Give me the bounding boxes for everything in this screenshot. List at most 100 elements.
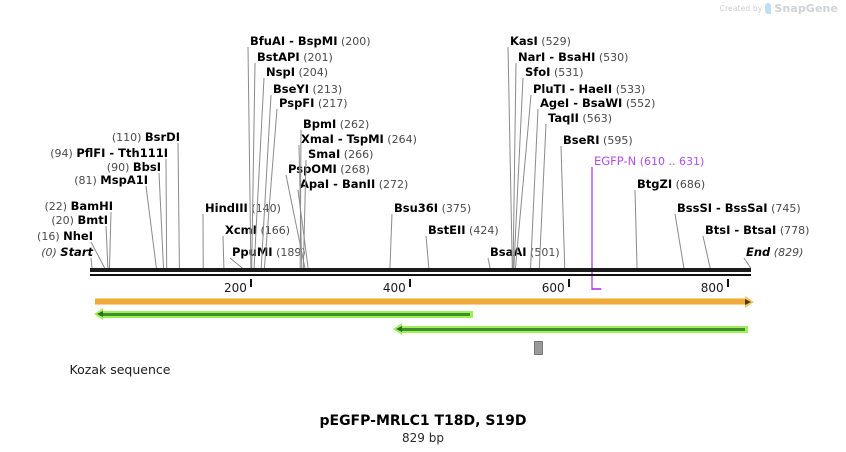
site-name: BtgZI bbox=[637, 177, 673, 191]
leader-line bbox=[251, 62, 256, 269]
site-label-pspfi[interactable]: PspFI (217) bbox=[279, 97, 348, 110]
site-label-xcmi[interactable]: XcmI (166) bbox=[225, 224, 290, 237]
site-name: XmaI - TspMI bbox=[301, 132, 384, 146]
primer-track-2-arrowhead bbox=[393, 323, 402, 335]
feature-range: (610 .. 631) bbox=[636, 155, 705, 168]
site-label-btsi[interactable]: BtsI - BtsaI (778) bbox=[705, 224, 809, 237]
sequence-backbone-shadow bbox=[90, 274, 751, 276]
site-position: (829) bbox=[770, 246, 804, 259]
site-label-apai[interactable]: ApaI - BanII (272) bbox=[300, 178, 408, 191]
site-label-nspi[interactable]: NspI (204) bbox=[266, 66, 328, 79]
site-position: (375) bbox=[438, 202, 472, 215]
leader-line bbox=[425, 235, 430, 269]
site-label-taqii[interactable]: TaqII (563) bbox=[548, 112, 612, 125]
site-position: (94) bbox=[50, 147, 77, 160]
site-position: (745) bbox=[767, 202, 801, 215]
site-position: (0) bbox=[41, 246, 61, 259]
site-label-nari[interactable]: NarI - BsaHI (530) bbox=[518, 51, 628, 64]
site-name: BamHI bbox=[70, 199, 113, 213]
site-label-hindiii[interactable]: HindIII (140) bbox=[205, 202, 281, 215]
site-label-agei[interactable]: AgeI - BsaWI (552) bbox=[540, 97, 655, 110]
site-label-btgzi[interactable]: BtgZI (686) bbox=[637, 178, 705, 191]
site-label-bsaai[interactable]: BsaAI (501) bbox=[490, 246, 560, 259]
site-label-bseyi[interactable]: BseYI (213) bbox=[273, 83, 342, 96]
site-label-bsrdi[interactable]: (110) BsrDI bbox=[0, 131, 180, 144]
snapgene-watermark: Created by SnapGene bbox=[720, 2, 838, 15]
site-position: (552) bbox=[622, 97, 656, 110]
site-name: PluTI - HaeII bbox=[533, 82, 613, 96]
leader-line bbox=[177, 142, 180, 269]
site-name: BstAPI bbox=[257, 50, 300, 64]
site-label-bseri[interactable]: BseRI (595) bbox=[563, 134, 633, 147]
leader-line bbox=[108, 211, 112, 269]
site-position: (110) bbox=[111, 131, 145, 144]
site-name: Bsu36I bbox=[394, 201, 439, 215]
ruler-tick-label: 800 bbox=[700, 281, 724, 295]
site-position: (16) bbox=[37, 230, 64, 243]
site-label-mspa1i[interactable]: (81) MspA1I bbox=[0, 174, 148, 187]
site-label-ppumi[interactable]: PpuMI (189) bbox=[232, 246, 306, 259]
site-position: (166) bbox=[256, 224, 291, 237]
site-position: (217) bbox=[314, 97, 348, 110]
primer-track-1-arrowhead bbox=[94, 308, 103, 320]
site-position: (272) bbox=[375, 178, 409, 191]
ruler-tick-label: 200 bbox=[223, 281, 247, 295]
leader-line bbox=[530, 108, 539, 269]
feature-name: EGFP-N bbox=[594, 154, 637, 168]
kozak-sequence-marker[interactable] bbox=[534, 341, 543, 355]
leader-line bbox=[743, 257, 752, 269]
sequence-backbone bbox=[90, 268, 751, 272]
site-position: (268) bbox=[336, 163, 370, 176]
leader-line bbox=[105, 225, 109, 269]
site-label-pluti[interactable]: PluTI - HaeII (533) bbox=[533, 83, 645, 96]
site-label-kasi[interactable]: KasI (529) bbox=[510, 35, 571, 48]
site-name: BfuAI - BspMI bbox=[250, 34, 338, 48]
leader-line bbox=[165, 158, 168, 269]
site-name: KasI bbox=[510, 34, 538, 48]
kozak-sequence-label: Kozak sequence bbox=[69, 362, 171, 377]
site-position: (201) bbox=[299, 51, 333, 64]
feature-label-egfp-n[interactable]: EGFP-N (610 .. 631) bbox=[594, 155, 704, 168]
leader-line bbox=[158, 172, 165, 269]
site-label-smai[interactable]: SmaI (266) bbox=[308, 148, 373, 161]
site-name: HindIII bbox=[205, 201, 248, 215]
watermark-brand-label: SnapGene bbox=[774, 2, 838, 15]
ruler-tick bbox=[567, 279, 570, 287]
leader-line bbox=[702, 235, 711, 269]
site-position: (140) bbox=[247, 202, 281, 215]
site-label-bamhi[interactable]: (22) BamHI bbox=[0, 199, 114, 213]
site-label-bfuai[interactable]: BfuAI - BspMI (200) bbox=[250, 35, 371, 48]
site-label-bsssi[interactable]: BssSI - BssSaI (745) bbox=[677, 202, 801, 215]
site-label-sfoi[interactable]: SfoI (531) bbox=[525, 66, 584, 79]
site-position: (686) bbox=[672, 178, 706, 191]
site-name: PspFI bbox=[279, 96, 315, 110]
leader-line bbox=[389, 213, 393, 269]
site-name: BsaAI bbox=[490, 245, 527, 259]
site-name: ApaI - BanII bbox=[300, 177, 376, 191]
site-name: XcmI bbox=[225, 223, 257, 237]
site-label-end[interactable]: End (829) bbox=[746, 246, 803, 259]
site-label-bmti[interactable]: (20) BmtI bbox=[0, 214, 108, 227]
site-label-bbsi[interactable]: (90) BbsI bbox=[0, 161, 161, 174]
site-label-bpmi[interactable]: BpmI (262) bbox=[303, 118, 369, 131]
site-label-xmai[interactable]: XmaI - TspMI (264) bbox=[301, 133, 417, 146]
leader-line bbox=[145, 185, 157, 269]
site-label-start[interactable]: (0) Start bbox=[0, 246, 93, 259]
leader-line bbox=[260, 94, 272, 269]
site-name: BssSI - BssSaI bbox=[677, 201, 768, 215]
site-name: BseYI bbox=[273, 82, 310, 96]
site-label-nhei[interactable]: (16) NheI bbox=[0, 230, 93, 243]
ruler-tick bbox=[249, 279, 252, 287]
map-subtitle: 829 bp bbox=[402, 431, 444, 445]
site-label-bsteii[interactable]: BstEII (424) bbox=[428, 224, 499, 237]
map-title: pEGFP-MRLC1 T18D, S19D bbox=[319, 413, 527, 429]
site-label-pspomi[interactable]: PspOMI (268) bbox=[288, 163, 370, 176]
site-label-bstapi[interactable]: BstAPI (201) bbox=[257, 51, 333, 64]
primer-track-1-bar bbox=[103, 311, 473, 318]
site-position: (200) bbox=[337, 35, 371, 48]
site-label-bsu36i[interactable]: Bsu36I (375) bbox=[394, 202, 471, 215]
site-label-pflfi[interactable]: (94) PflFI - Tth111I bbox=[0, 147, 168, 160]
leader-line bbox=[514, 94, 532, 269]
site-position: (778) bbox=[776, 224, 810, 237]
